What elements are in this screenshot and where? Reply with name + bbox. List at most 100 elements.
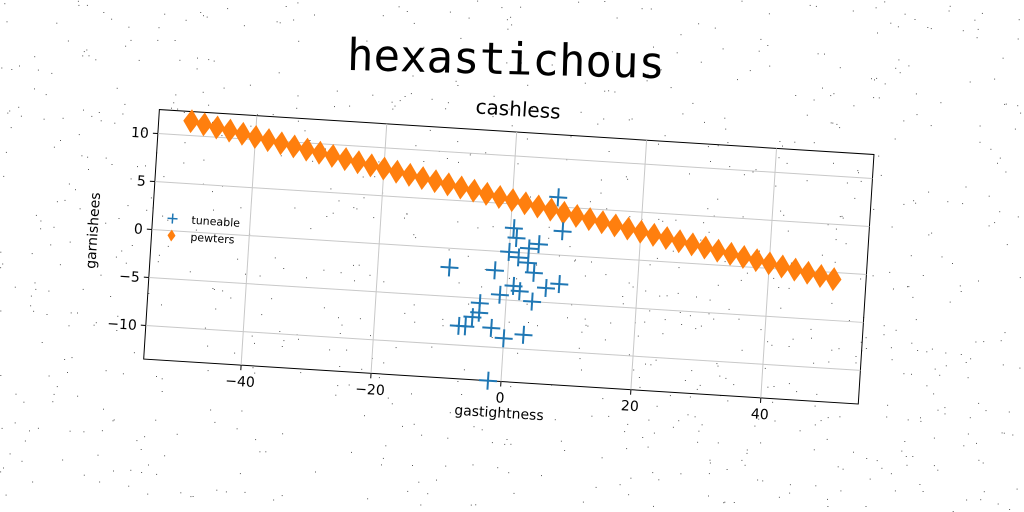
pewters-point (799, 260, 816, 285)
pewters-point (440, 172, 457, 197)
tuneable-point (550, 274, 569, 294)
pewters-point (722, 241, 739, 266)
x-gridline (240, 115, 258, 366)
tuneable-point (509, 248, 528, 267)
tuneable-point (514, 325, 533, 344)
pewters-point (247, 125, 264, 149)
tuneable-point (449, 316, 468, 335)
pewters-point (401, 162, 418, 187)
pewters-point (607, 213, 624, 238)
pewters-point (196, 112, 213, 137)
pewters-point (298, 137, 315, 162)
tuneable-point (490, 285, 509, 304)
pewters-point (234, 121, 251, 146)
pewters-point (311, 140, 328, 165)
x-tick-label: −20 (355, 381, 385, 399)
y-tick-label: 5 (136, 173, 146, 190)
tuneable-point (494, 329, 513, 348)
pewters-point (375, 156, 392, 181)
x-tick-label: 0 (495, 390, 505, 407)
pewters-point (504, 188, 521, 213)
pewters-point (620, 216, 636, 241)
x-tick-label: −40 (225, 373, 255, 391)
tuneable-point (482, 318, 501, 337)
pewters-point (555, 200, 572, 225)
tuneable-point (523, 292, 542, 311)
tuneable-point (524, 263, 543, 282)
pewters-point (568, 203, 585, 228)
grid (145, 115, 873, 398)
pewters-point (427, 169, 444, 194)
tuneable-point (553, 222, 572, 241)
y-tick-label: 0 (133, 221, 143, 238)
pewters-point (478, 181, 495, 206)
y-axis-ticks: −10 −5 0 5 10 (107, 125, 158, 334)
pewters-point (453, 175, 469, 200)
pewters-point (735, 245, 752, 269)
pewters-point (542, 197, 559, 222)
pewters-point (363, 153, 380, 178)
tuneable-point (504, 219, 523, 238)
pewters-point (761, 251, 778, 276)
pewters-point (658, 226, 675, 251)
pewters-point (221, 118, 238, 143)
tuneable-point (478, 371, 498, 390)
pewters-point (286, 134, 303, 159)
tuneable-point (549, 188, 568, 207)
pewters-point (786, 257, 803, 282)
pewters-point (530, 194, 547, 219)
tuneable-point (529, 235, 549, 254)
pewters-point (594, 210, 611, 235)
legend-item-pewters (167, 229, 176, 242)
tuneable-point (440, 258, 459, 277)
x-tick-label: 40 (750, 406, 769, 423)
pewters-point (208, 115, 225, 140)
pewters-point (812, 263, 829, 288)
legend-label-tuneable: tuneable (191, 214, 241, 230)
y-gridline (145, 324, 861, 371)
legend-label-pewters: pewters (190, 231, 235, 247)
pewters-point (581, 207, 598, 232)
pewters-point (517, 191, 534, 216)
pewters-point (388, 159, 405, 184)
y-tick-label: −5 (119, 269, 141, 286)
pewters-point (273, 131, 290, 156)
y-axis-label: garnishees (83, 192, 104, 269)
legend-marker-tuneable (167, 213, 178, 224)
pewters-point (645, 222, 662, 247)
x-axis-label: gastightness (454, 403, 544, 425)
pewters-point (697, 235, 714, 260)
y-tick-label: 10 (131, 125, 150, 142)
series-tuneable (440, 188, 572, 390)
pewters-point (825, 267, 842, 292)
pewters-point (671, 229, 688, 254)
pewters-point (337, 147, 354, 172)
pewters-point (684, 232, 701, 257)
series-pewters (183, 109, 842, 292)
x-gridline (630, 140, 648, 390)
tuneable-point (500, 242, 519, 262)
chart-title: cashless (475, 94, 561, 123)
tuneable-point (463, 308, 482, 327)
tuneable-point (510, 282, 529, 301)
tuneable-point (536, 278, 556, 298)
pewters-point (350, 150, 367, 175)
pewters-point (709, 238, 726, 263)
pewters-point (260, 128, 277, 153)
legend: tuneable pewters (167, 213, 241, 247)
legend-item-tuneable (167, 213, 178, 224)
x-tick-label: 20 (620, 398, 639, 415)
tuneable-point (518, 253, 538, 272)
pewters-point (414, 166, 431, 191)
pewters-point (748, 248, 765, 273)
y-gridline (148, 276, 864, 323)
pewters-point (183, 109, 200, 134)
legend-marker-pewters (167, 229, 176, 242)
tuneable-point (507, 228, 526, 248)
pewters-point (465, 178, 482, 203)
pewters-point (491, 185, 508, 209)
pewters-point (632, 219, 649, 244)
pewters-point (774, 254, 791, 279)
